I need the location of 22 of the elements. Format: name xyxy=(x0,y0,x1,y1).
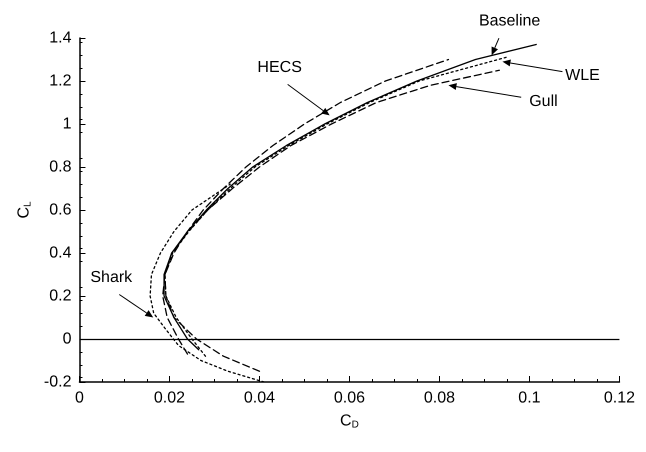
annotation: Baseline xyxy=(478,12,540,30)
y-tick-label: 0.6 xyxy=(49,202,72,218)
x-tick-label: 0.04 xyxy=(244,390,276,406)
y-tick-label: 0.8 xyxy=(49,158,72,176)
y-axis-title: CL xyxy=(16,201,34,219)
y-tick-label: 1.4 xyxy=(49,30,72,46)
y-tick-label: 0 xyxy=(62,330,72,348)
x-tick-label: 0.06 xyxy=(334,390,366,406)
x-tick-label: 0.08 xyxy=(424,390,456,406)
y-tick-label: 0.4 xyxy=(49,244,72,262)
annotation: WLE xyxy=(565,67,600,84)
x-tick-label: 0.02 xyxy=(154,390,186,406)
y-tick-label: 1.2 xyxy=(49,72,72,90)
y-tick-label: 1 xyxy=(62,116,72,132)
x-tick-label: 0.1 xyxy=(518,390,541,406)
annotation: HECS xyxy=(257,58,302,76)
y-tick-label: -0.2 xyxy=(44,374,72,390)
y-tick-label: 0.2 xyxy=(49,288,72,304)
x-tick-label: 0 xyxy=(75,390,84,406)
annotation: Gull xyxy=(529,92,558,110)
annotation: Shark xyxy=(90,269,134,286)
x-tick-label: 0.12 xyxy=(604,390,636,406)
